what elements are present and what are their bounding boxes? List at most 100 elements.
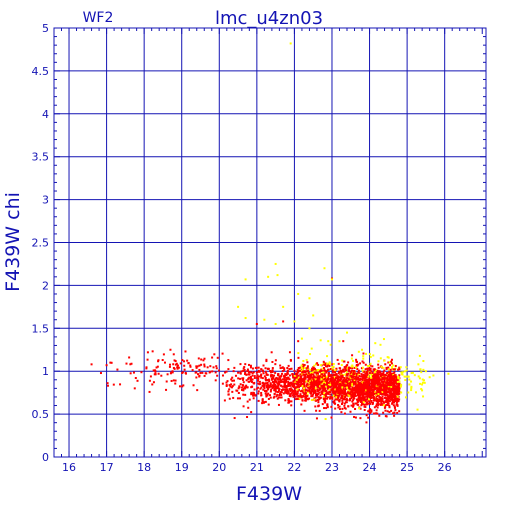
red-point [310, 389, 313, 392]
red-point [252, 397, 255, 400]
red-point [316, 362, 319, 365]
red-point [381, 397, 384, 400]
red-point [192, 384, 195, 387]
yellow-point [362, 357, 365, 360]
red-point [202, 359, 205, 362]
red-point [149, 375, 152, 378]
red-point [393, 394, 396, 397]
red-point [386, 383, 389, 386]
yellow-point [419, 368, 422, 371]
red-point [319, 370, 322, 373]
red-point [339, 367, 342, 370]
red-point [370, 409, 373, 412]
red-point [389, 371, 392, 374]
red-point [324, 388, 327, 391]
yellow-point [387, 385, 390, 388]
red-point [249, 366, 252, 369]
yellow-point [401, 373, 404, 376]
red-point [234, 374, 237, 377]
red-point [304, 399, 307, 402]
red-point [393, 379, 396, 382]
red-point [344, 368, 347, 371]
red-point [315, 417, 318, 420]
red-point [299, 366, 302, 369]
red-point [338, 408, 341, 411]
red-point [265, 390, 268, 393]
red-point [315, 409, 318, 412]
red-point [368, 367, 371, 370]
red-point [247, 377, 250, 380]
red-point [318, 398, 321, 401]
red-point [387, 388, 390, 391]
red-point [279, 377, 282, 380]
yellow-point [328, 361, 331, 364]
red-point [284, 388, 287, 391]
red-point [240, 370, 243, 373]
yellow-point [302, 359, 305, 362]
yellow-point [411, 371, 414, 374]
red-point [267, 384, 270, 387]
y-tick-label: 1.5 [32, 322, 50, 335]
red-point [338, 390, 341, 393]
red-point [274, 383, 277, 386]
red-point [326, 403, 329, 406]
red-point [253, 393, 256, 396]
yellow-point [237, 305, 240, 308]
red-point [287, 391, 290, 394]
red-point [392, 368, 395, 371]
red-point [339, 378, 342, 381]
red-point [330, 396, 333, 399]
red-point [246, 416, 249, 419]
yellow-point [303, 366, 306, 369]
red-point [267, 397, 270, 400]
red-point [181, 385, 184, 388]
red-point [359, 407, 362, 410]
red-point [328, 385, 331, 388]
yellow-point [407, 375, 410, 378]
red-point [313, 386, 316, 389]
red-point [342, 395, 345, 398]
red-point [243, 366, 246, 369]
red-point [353, 373, 356, 376]
red-point [338, 398, 341, 401]
red-point [340, 384, 343, 387]
red-point [266, 379, 269, 382]
yellow-point [323, 267, 326, 270]
red-point [335, 384, 338, 387]
yellow-point [326, 362, 329, 365]
red-point [377, 403, 380, 406]
red-point [290, 404, 293, 407]
red-point [359, 383, 362, 386]
red-point [372, 368, 375, 371]
red-point [272, 385, 275, 388]
red-point [250, 411, 253, 414]
yellow-point [322, 381, 325, 384]
red-point [246, 386, 249, 389]
red-point [355, 402, 358, 405]
yellow-point [314, 378, 317, 381]
red-point [391, 392, 394, 395]
yellow-point [319, 339, 322, 342]
red-point [383, 401, 386, 404]
x-tick-label: 22 [287, 461, 301, 474]
red-point [358, 398, 361, 401]
red-point [146, 358, 149, 361]
red-point [353, 375, 356, 378]
red-point [352, 372, 355, 375]
red-point [165, 380, 168, 383]
red-point [181, 359, 184, 362]
yellow-point [379, 343, 382, 346]
red-point [303, 383, 306, 386]
yellow-point [300, 364, 303, 367]
red-point [254, 394, 257, 397]
red-point [306, 389, 309, 392]
yellow-point [332, 363, 335, 366]
red-point [284, 380, 287, 383]
red-point [343, 412, 346, 415]
red-point [266, 394, 269, 397]
red-point [373, 373, 376, 376]
red-point [230, 386, 233, 389]
red-point [331, 371, 334, 374]
yellow-point [325, 375, 328, 378]
red-point [285, 386, 288, 389]
